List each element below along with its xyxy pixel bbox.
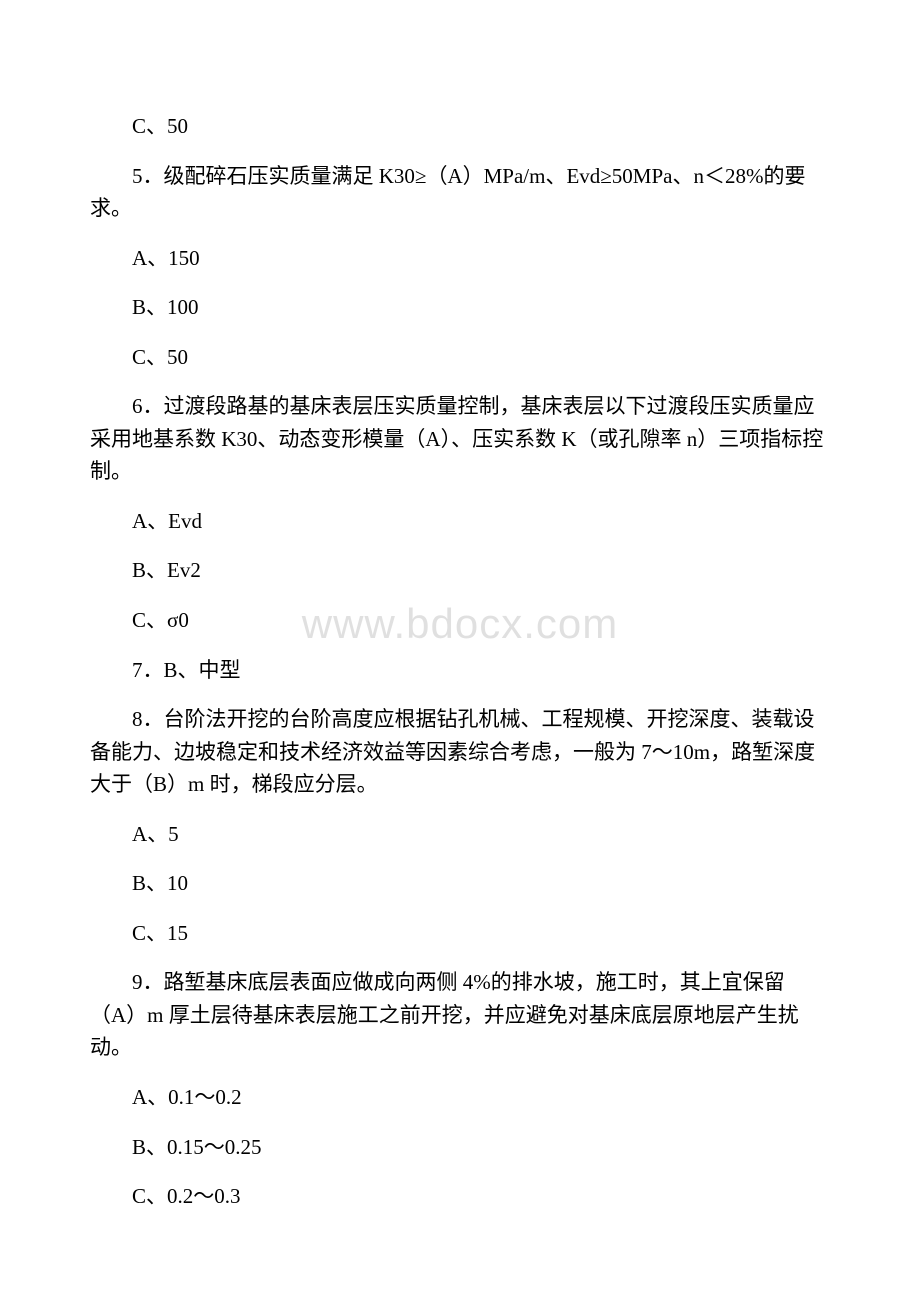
option-text: A、Evd bbox=[90, 505, 830, 538]
option-text: A、5 bbox=[90, 818, 830, 851]
option-text: B、100 bbox=[90, 291, 830, 324]
option-text: C、15 bbox=[90, 917, 830, 950]
question-text: 9．路堑基床底层表面应做成向两侧 4%的排水坡，施工时，其上宜保留（A）m 厚土… bbox=[90, 966, 830, 1064]
option-text: B、Ev2 bbox=[90, 554, 830, 587]
option-text: C、0.2～0.3 bbox=[90, 1180, 830, 1213]
option-text: C、50 bbox=[90, 341, 830, 374]
option-text: A、0.1～0.2 bbox=[90, 1081, 830, 1114]
option-text: A、150 bbox=[90, 242, 830, 275]
option-text: C、50 bbox=[90, 110, 830, 143]
option-text: C、σ0 bbox=[90, 604, 830, 637]
question-text: 8．台阶法开挖的台阶高度应根据钻孔机械、工程规模、开挖深度、装载设备能力、边坡稳… bbox=[90, 703, 830, 801]
document-content: C、50 5．级配碎石压实质量满足 K30≥（A）MPa/m、Evd≥50MPa… bbox=[90, 110, 830, 1213]
question-text: 5．级配碎石压实质量满足 K30≥（A）MPa/m、Evd≥50MPa、n＜28… bbox=[90, 160, 830, 225]
answer-text: 7．B、中型 bbox=[90, 654, 830, 687]
question-text: 6．过渡段路基的基床表层压实质量控制，基床表层以下过渡段压实质量应采用地基系数 … bbox=[90, 390, 830, 488]
option-text: B、0.15～0.25 bbox=[90, 1131, 830, 1164]
option-text: B、10 bbox=[90, 867, 830, 900]
